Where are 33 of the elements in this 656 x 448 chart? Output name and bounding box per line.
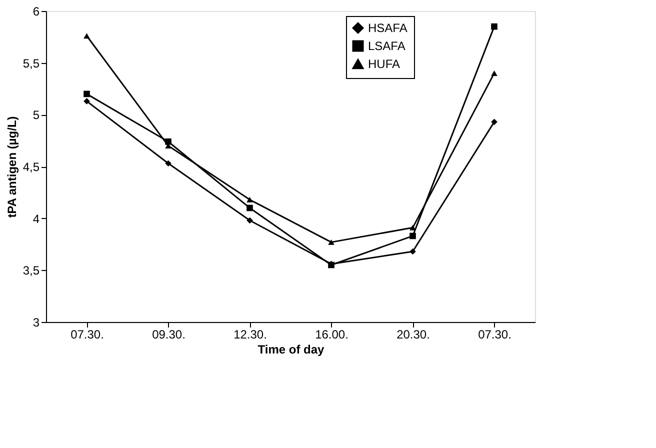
y-tick-label: 5	[32, 108, 40, 122]
point	[84, 90, 90, 98]
point	[491, 23, 498, 30]
point	[165, 160, 172, 167]
point	[165, 138, 172, 145]
y-axis-title: tPA antigen (µg/L)	[4, 116, 19, 218]
point	[410, 248, 416, 255]
point	[410, 232, 416, 240]
y-tick-label: 6	[32, 4, 40, 18]
y-tick-label: 3	[32, 316, 40, 330]
x-tick-label: 12.30.	[234, 328, 267, 342]
point	[84, 33, 90, 39]
y-tick-label: 3,5	[22, 264, 40, 278]
point	[246, 196, 253, 202]
y-tick-label: 4	[32, 212, 40, 226]
y-tick-label: 4,5	[22, 160, 40, 174]
point	[491, 118, 498, 126]
y-tick-label: 5,5	[22, 56, 40, 70]
legend-label: LSAFA	[368, 39, 406, 53]
x-tick-label: 07.30.	[70, 328, 104, 342]
point	[246, 204, 253, 212]
x-tick-label: 16.00.	[315, 328, 348, 342]
point	[246, 217, 253, 224]
x-tick-label: 07.30.	[478, 328, 512, 342]
legend-label: HUFA	[368, 57, 400, 71]
point	[328, 239, 334, 245]
point	[84, 98, 90, 104]
point	[491, 70, 498, 76]
x-tick-label: 20.30.	[396, 328, 430, 342]
legend-label: HSAFA	[368, 21, 408, 35]
x-axis-title: Time of day	[258, 342, 325, 356]
x-tick-label: 09.30.	[152, 328, 186, 342]
point	[410, 224, 416, 230]
